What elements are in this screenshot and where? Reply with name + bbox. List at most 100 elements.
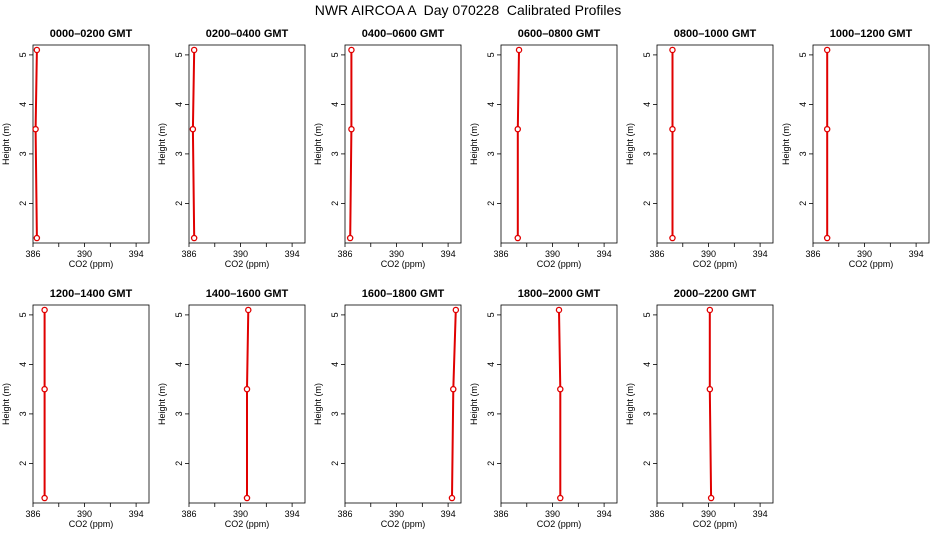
panel-title: 1200–1400 GMT bbox=[50, 288, 133, 300]
y-tick-label: 5 bbox=[642, 312, 652, 317]
page-title: NWR AIRCOA A Day 070228 Calibrated Profi… bbox=[314, 2, 622, 18]
profile-panel: 1400–1600 GMT 386 390 394 2 3 4 5 CO2 (ppm) Heigh… bbox=[157, 288, 306, 529]
x-tick-label: 386 bbox=[493, 249, 508, 259]
x-tick-label: 394 bbox=[285, 509, 300, 519]
data-point bbox=[243, 494, 251, 502]
profile-line bbox=[708, 310, 713, 499]
x-tick-label: 386 bbox=[649, 509, 664, 519]
y-tick-label: 3 bbox=[330, 151, 340, 156]
y-tick-label: 2 bbox=[330, 201, 340, 206]
y-tick-label: 5 bbox=[486, 52, 496, 57]
y-axis-label: Height (m) bbox=[157, 123, 167, 165]
profile-line bbox=[558, 309, 562, 499]
x-tick-label: 390 bbox=[233, 249, 248, 259]
panel-title: 1000–1200 GMT bbox=[830, 28, 913, 40]
x-tick-label: 386 bbox=[805, 249, 820, 259]
x-tick-label: 386 bbox=[25, 509, 40, 519]
x-tick-label: 394 bbox=[909, 249, 924, 259]
plot-frame bbox=[344, 44, 462, 244]
data-point bbox=[706, 385, 714, 393]
x-tick-label: 390 bbox=[389, 249, 404, 259]
data-point bbox=[557, 494, 564, 502]
y-tick-label: 4 bbox=[330, 362, 340, 367]
x-tick-label: 394 bbox=[597, 249, 612, 259]
data-point bbox=[669, 46, 676, 54]
data-point bbox=[245, 306, 252, 314]
y-axis-label: Height (m) bbox=[625, 123, 635, 165]
y-tick-label: 3 bbox=[18, 411, 28, 416]
x-tick-label: 394 bbox=[753, 509, 768, 519]
panel-title: 2000–2200 GMT bbox=[674, 288, 757, 300]
y-axis-label: Height (m) bbox=[313, 123, 323, 165]
data-point bbox=[41, 385, 48, 393]
x-tick-label: 390 bbox=[545, 249, 560, 259]
y-tick-label: 5 bbox=[174, 52, 184, 57]
profile-line bbox=[349, 50, 353, 239]
y-tick-label: 2 bbox=[798, 201, 808, 206]
data-point bbox=[346, 234, 354, 242]
data-point bbox=[823, 234, 831, 242]
x-tick-label: 390 bbox=[77, 509, 92, 519]
y-tick-label: 4 bbox=[18, 102, 28, 107]
y-axis-label: Height (m) bbox=[469, 123, 479, 165]
y-tick-label: 3 bbox=[642, 151, 652, 156]
profile-panel: 1600–1800 GMT 386 390 394 2 3 4 5 CO2 (ppm) Heigh… bbox=[313, 288, 462, 529]
profile-line bbox=[34, 49, 38, 239]
data-point bbox=[348, 46, 355, 54]
y-tick-label: 5 bbox=[330, 312, 340, 317]
data-point bbox=[32, 125, 39, 133]
x-tick-label: 394 bbox=[597, 509, 612, 519]
data-point bbox=[823, 46, 831, 54]
y-tick-label: 3 bbox=[486, 151, 496, 156]
plot-frame bbox=[812, 44, 930, 244]
y-tick-label: 3 bbox=[18, 151, 28, 156]
y-tick-label: 2 bbox=[486, 461, 496, 466]
y-tick-label: 2 bbox=[642, 461, 652, 466]
x-tick-label: 394 bbox=[129, 249, 144, 259]
y-tick-label: 5 bbox=[18, 52, 28, 57]
y-axis-label: Height (m) bbox=[313, 383, 323, 425]
data-point bbox=[189, 125, 197, 133]
data-point bbox=[448, 494, 456, 502]
x-axis-label: CO2 (ppm) bbox=[537, 519, 582, 529]
plot-frame bbox=[188, 44, 306, 244]
data-point bbox=[669, 125, 676, 133]
x-axis-label: CO2 (ppm) bbox=[69, 259, 114, 269]
y-tick-label: 5 bbox=[330, 52, 340, 57]
data-point bbox=[707, 494, 715, 502]
x-tick-label: 386 bbox=[493, 509, 508, 519]
x-tick-label: 390 bbox=[701, 249, 716, 259]
x-tick-label: 386 bbox=[337, 509, 352, 519]
y-tick-label: 2 bbox=[642, 201, 652, 206]
plot-frame bbox=[32, 304, 150, 504]
y-tick-label: 4 bbox=[486, 102, 496, 107]
data-point bbox=[243, 385, 251, 393]
x-tick-label: 394 bbox=[441, 509, 456, 519]
data-point bbox=[557, 385, 564, 393]
data-point bbox=[450, 385, 457, 393]
profile-panel: 1800–2000 GMT 386 390 394 2 3 4 5 CO2 (ppm) Heigh… bbox=[469, 288, 618, 529]
y-tick-label: 3 bbox=[174, 151, 184, 156]
plot-frame bbox=[188, 304, 306, 504]
profile-line bbox=[451, 309, 457, 499]
data-point bbox=[706, 306, 714, 314]
y-tick-label: 4 bbox=[642, 102, 652, 107]
x-tick-label: 394 bbox=[129, 509, 144, 519]
profile-line bbox=[516, 49, 520, 238]
data-point bbox=[452, 306, 460, 314]
y-tick-label: 4 bbox=[642, 362, 652, 367]
x-axis-label: CO2 (ppm) bbox=[537, 259, 582, 269]
x-tick-label: 390 bbox=[389, 509, 404, 519]
y-axis-label: Height (m) bbox=[469, 383, 479, 425]
plot-frame bbox=[656, 304, 774, 504]
profile-panel: 2000–2200 GMT 386 390 394 2 3 4 5 CO2 (ppm) Heigh… bbox=[625, 288, 774, 529]
plot-frame bbox=[32, 44, 150, 244]
data-point bbox=[514, 125, 522, 133]
x-tick-label: 386 bbox=[181, 249, 196, 259]
data-point bbox=[33, 46, 41, 54]
y-axis-label: Height (m) bbox=[625, 383, 635, 425]
profile-line bbox=[246, 309, 250, 499]
panel-title: 1400–1600 GMT bbox=[206, 288, 289, 300]
x-tick-label: 386 bbox=[649, 249, 664, 259]
